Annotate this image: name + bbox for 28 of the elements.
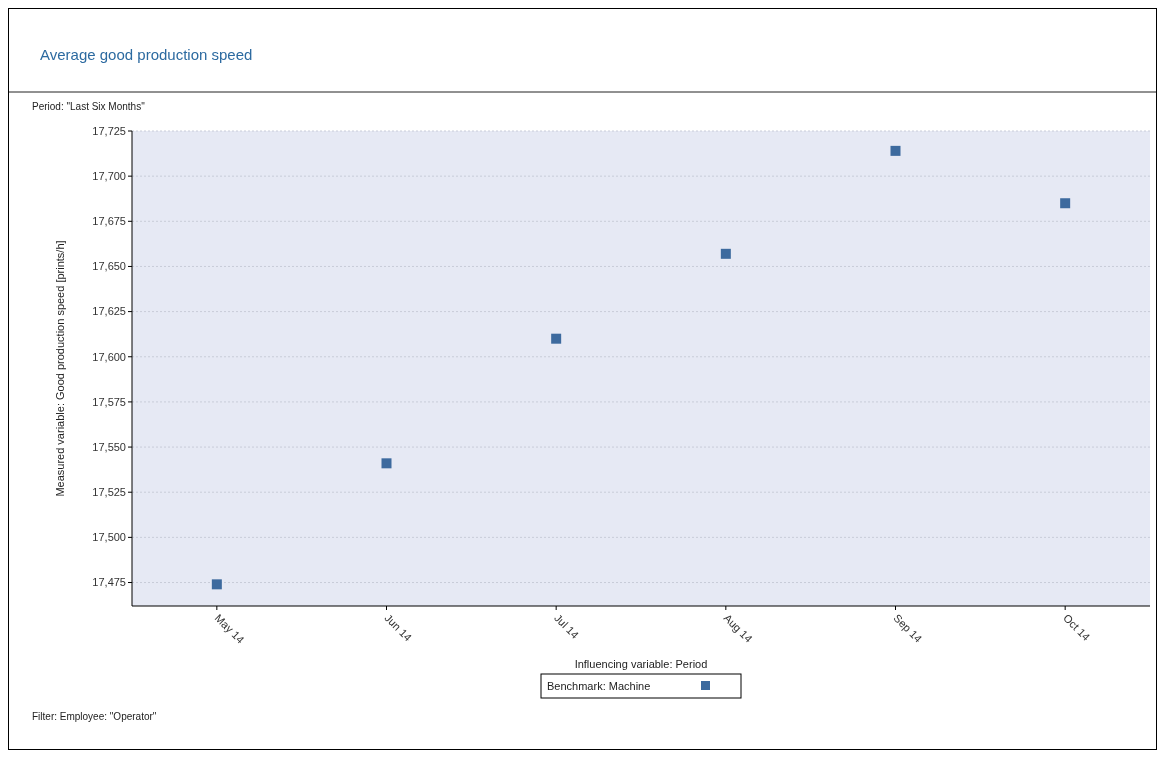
y-tick-label: 17,700 (92, 170, 126, 182)
x-tick-label: Jul 14 (552, 611, 582, 641)
text: Filter: Employee: "Operator" (32, 711, 157, 722)
chart-title: Average good production speed (40, 46, 253, 63)
x-tick-label: Sep 14 (891, 611, 925, 645)
y-axis-title: Measured variable: Good production speed [prints/h] (54, 240, 66, 497)
point (381, 458, 392, 469)
point (1060, 198, 1071, 209)
y-tick-label: 17,475 (92, 576, 126, 589)
y-tick-label: 17,625 (92, 305, 126, 318)
point (890, 145, 901, 156)
x-tick-label: Jun 14 (382, 611, 415, 644)
y-tick-label: 17,525 (92, 486, 126, 499)
x-tick-label: Oct 14 (1061, 611, 1093, 644)
point (720, 248, 731, 259)
y-tick-label: 17,575 (92, 395, 126, 408)
y-tick-label: 17,675 (92, 215, 126, 228)
point (211, 579, 222, 590)
x-tick-label: Aug 14 (721, 611, 755, 645)
chart-subtitle: Period: "Last Six Months" (32, 101, 146, 112)
y-tick-label: 17,600 (92, 350, 126, 363)
x-axis-title: Influencing variable: Period (574, 658, 708, 670)
point (551, 333, 562, 344)
y-tick-label: 17,650 (92, 260, 126, 273)
y-tick-label: 17,500 (92, 531, 126, 544)
legend-title: Benchmark: Machine (547, 680, 651, 692)
y-tick-label: 17,550 (92, 440, 126, 453)
y-tick-label: 17,725 (92, 124, 126, 137)
